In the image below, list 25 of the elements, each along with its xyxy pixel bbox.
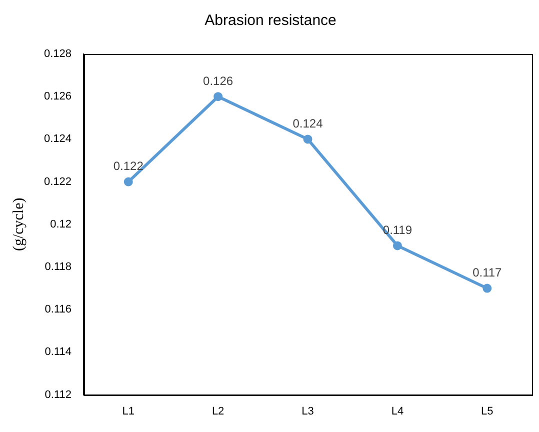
y-tick-label: 0.116 [44, 304, 72, 316]
point [392, 241, 402, 250]
x-tick-label: L3 [302, 405, 314, 418]
data-label: 0.124 [292, 116, 324, 131]
chart-title: Abrasion resistance [204, 12, 336, 30]
y-tick-label: 0.126 [44, 90, 72, 103]
point [214, 92, 223, 102]
y-tick-label: 0.128 [44, 48, 72, 60]
data-label: 0.122 [113, 159, 144, 174]
y-tick-label: 0.122 [44, 176, 72, 188]
y-tick-label: 0.112 [44, 388, 72, 401]
y-tick-label: 0.12 [50, 218, 72, 230]
x-tick-label: L2 [212, 405, 224, 418]
point [482, 284, 492, 293]
data-label: 0.126 [203, 74, 234, 88]
x-tick-label: L5 [481, 405, 494, 418]
data-label: 0.117 [472, 266, 502, 280]
y-axis-title: (g/cycle) [10, 198, 27, 252]
x-tick-label: L1 [122, 405, 134, 418]
x-tick-label: L4 [391, 405, 404, 418]
y-tick-label: 0.114 [44, 346, 72, 358]
point [124, 177, 133, 186]
point [303, 134, 312, 144]
y-tick-label: 0.124 [44, 133, 72, 146]
y-tick-label: 0.118 [44, 261, 72, 274]
